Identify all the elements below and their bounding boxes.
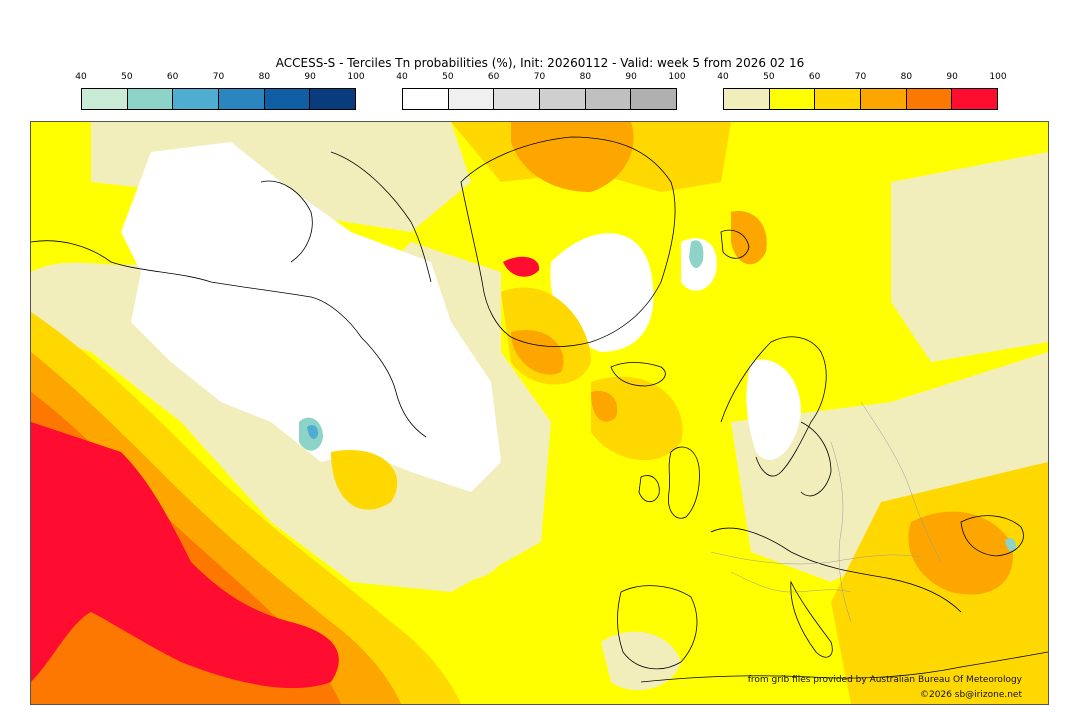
pale-zone-russia (891, 152, 1048, 362)
legend-swatch (631, 89, 677, 109)
legend-swatch (769, 89, 816, 109)
legend-below-normal: 40 50 60 70 80 90 100 (75, 72, 365, 112)
pale-zone-atlantic (411, 496, 503, 581)
legend-tick: 80 (900, 72, 913, 82)
coastline-iceland (610, 362, 666, 387)
probability-map: from grib files provided by Australian B… (30, 121, 1049, 705)
legend-tick: 60 (808, 72, 821, 82)
coastline-europe (710, 527, 962, 613)
gold-zone-mid-atlantic (331, 450, 398, 510)
blue-spot-labrador (307, 424, 319, 439)
orange-zone-greenland-south (511, 330, 564, 375)
coastline-italy (790, 580, 833, 658)
red-zone-west-atlantic (31, 422, 339, 689)
border-russia (860, 401, 942, 563)
source-credit: from grib files provided by Australian B… (747, 675, 1022, 685)
legend-tick: 70 (212, 72, 225, 82)
legend-tick: 90 (946, 72, 958, 82)
white-zone-canada (121, 142, 501, 492)
legend-tick: 70 (854, 72, 867, 82)
coastline-black-sea (960, 515, 1024, 557)
border-eastern-europe (830, 441, 852, 623)
legend-tick: 90 (625, 72, 637, 82)
legend-swatch (494, 89, 541, 109)
legend-swatch (310, 89, 356, 109)
legend-ticks: 40 50 60 70 80 90 100 (75, 72, 364, 84)
coastline-hudson-bay (260, 180, 313, 263)
legend-swatch (540, 89, 586, 109)
copyright-credit: ©2026 sb@irizone.net (920, 690, 1022, 700)
legend-swatch (724, 89, 770, 109)
legend-tick: 50 (442, 72, 454, 82)
coastlines (31, 136, 1048, 683)
teal-spot-svalbard (689, 240, 704, 268)
legend-ticks: 40 50 60 70 80 90 100 (717, 72, 1006, 84)
legend-tick: 40 (396, 72, 408, 82)
coastline-svalbard (720, 229, 750, 259)
legend-swatch (127, 89, 174, 109)
legend-swatch (448, 89, 495, 109)
legend-tick: 90 (304, 72, 316, 82)
legend-tick: 50 (763, 72, 775, 82)
legend-tick: 60 (487, 72, 500, 82)
gold-zone-atlantic (591, 376, 683, 461)
legend-swatch (815, 89, 862, 109)
orange-zone-east (908, 511, 1013, 595)
legend-swatch (264, 89, 311, 109)
legend-ticks: 40 50 60 70 80 90 100 (396, 72, 685, 84)
legend-tick: 40 (75, 72, 87, 82)
legend-tick: 100 (989, 72, 1007, 82)
legend-tick: 100 (347, 72, 365, 82)
coastline-iberia (617, 585, 698, 670)
orange-zone-atlantic-mid (591, 391, 618, 422)
legend-near-normal: 40 50 60 70 80 90 100 (396, 72, 686, 112)
coastline-greenland (460, 136, 676, 347)
legend-swatch (952, 89, 998, 109)
legend-swatch (861, 89, 907, 109)
legend-tick: 70 (533, 72, 546, 82)
border-central-europe (730, 571, 852, 593)
country-borders (710, 401, 942, 623)
legend-above-normal: 40 50 60 70 80 90 100 (717, 72, 1007, 112)
legend-tick: 50 (121, 72, 133, 82)
legend-swatch (906, 89, 953, 109)
coastline-baffin (330, 151, 432, 283)
legend-tick: 80 (258, 72, 271, 82)
legend-colorbar (402, 88, 677, 110)
legend-tick: 80 (579, 72, 592, 82)
chart-title: ACCESS-S - Terciles Tn probabilities (%)… (275, 56, 805, 70)
legend-tick: 40 (717, 72, 729, 82)
legend-swatch (585, 89, 632, 109)
coastline-scandinavia (720, 336, 827, 477)
legend-swatch (219, 89, 265, 109)
coastline-mediterranean (640, 651, 1048, 683)
coastline-uk (668, 446, 700, 519)
red-zone-greenland (503, 256, 540, 277)
border-europe (710, 551, 922, 565)
legend-colorbar (81, 88, 356, 110)
orange-zone-iceland-sea (731, 211, 767, 265)
teal-spot-black-sea (1005, 537, 1017, 552)
white-zone-scandinavia (746, 359, 801, 460)
legend-tick: 100 (668, 72, 686, 82)
map-canvas (31, 122, 1048, 704)
coastline-ireland (638, 475, 660, 503)
coastline-north-america (31, 240, 427, 438)
legend-swatch (403, 89, 449, 109)
legend-swatch (173, 89, 220, 109)
legend-swatch (82, 89, 128, 109)
coastline-baltic (800, 421, 832, 497)
legend-colorbar (723, 88, 998, 110)
legend-tick: 60 (166, 72, 179, 82)
